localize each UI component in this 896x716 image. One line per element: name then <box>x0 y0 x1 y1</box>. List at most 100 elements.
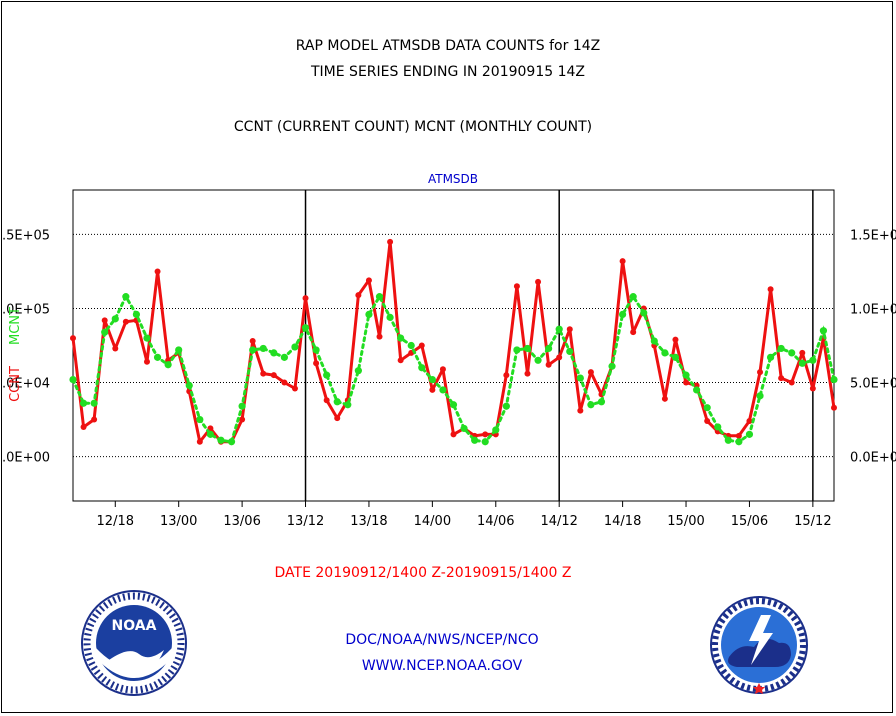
y-left-tick-label-0: .0E+00 <box>2 451 50 466</box>
mcnt-point-68 <box>788 349 796 357</box>
ccnt-point-42 <box>513 283 520 290</box>
ccnt-point-44 <box>535 278 542 285</box>
mcnt-point-27 <box>354 367 362 375</box>
mcnt-point-26 <box>344 401 352 409</box>
mcnt-point-41 <box>502 402 510 410</box>
mcnt-point-39 <box>481 438 489 446</box>
ccnt-point-69 <box>799 349 806 356</box>
ccnt-point-57 <box>672 336 679 343</box>
footer-agency-path: DOC/NOAA/NWS/NCEP/NCO <box>345 632 539 648</box>
ccnt-point-23 <box>313 360 320 367</box>
mcnt-point-34 <box>428 375 436 384</box>
mcnt-point-36 <box>449 401 458 409</box>
ccnt-point-33 <box>418 342 425 349</box>
x-tick-label-1: 13/00 <box>160 514 197 529</box>
ccnt-point-20 <box>281 379 288 386</box>
y-axis-label-ccnt: CCNT <box>8 366 23 402</box>
y-right-tick-label-0: 0.0E+0 <box>850 451 896 466</box>
mcnt-point-18 <box>259 344 267 353</box>
ccnt-point-5 <box>122 318 129 325</box>
ccnt-point-30 <box>387 238 394 245</box>
y-left-tick-label-3: .5E+05 <box>2 228 50 243</box>
ccnt-point-63 <box>735 432 742 439</box>
x-tick-label-6: 14/06 <box>477 514 514 529</box>
ccnt-point-66 <box>767 286 774 293</box>
x-tick-label-11: 15/12 <box>794 514 831 529</box>
mcnt-point-57 <box>671 353 680 361</box>
ccnt-point-68 <box>788 379 795 386</box>
mcnt-point-28 <box>365 310 373 318</box>
y-axis-label-mcnt: MCNT <box>8 307 23 345</box>
mcnt-point-66 <box>766 353 775 361</box>
ccnt-point-0 <box>70 335 76 342</box>
ccnt-point-70 <box>809 385 816 392</box>
ccnt-point-1 <box>80 423 87 430</box>
ccnt-point-56 <box>661 395 668 402</box>
mcnt-point-3 <box>101 328 109 336</box>
mcnt-point-58 <box>682 371 690 379</box>
ccnt-point-49 <box>587 369 594 376</box>
ccnt-point-27 <box>355 292 362 299</box>
mcnt-point-5 <box>122 293 130 301</box>
ccnt-point-4 <box>112 345 119 352</box>
ccnt-point-53 <box>630 329 637 336</box>
mcnt-point-15 <box>227 438 236 446</box>
x-tick-label-3: 13/12 <box>287 514 324 529</box>
ccnt-point-67 <box>778 375 785 382</box>
mcnt-point-25 <box>333 398 341 406</box>
ccnt-point-25 <box>334 415 341 422</box>
mcnt-point-40 <box>492 426 500 434</box>
mcnt-point-71 <box>819 327 828 335</box>
ccnt-point-16 <box>239 416 246 423</box>
ccnt-point-60 <box>704 418 711 425</box>
ccnt-point-22 <box>302 295 309 302</box>
national-weather-service-logo <box>710 596 808 694</box>
chart-marks <box>69 238 838 446</box>
ccnt-point-64 <box>746 418 753 425</box>
x-tick-label-7: 14/12 <box>540 514 577 529</box>
chart-title-line-2: TIME SERIES ENDING IN 20190915 14Z <box>311 64 585 80</box>
mcnt-point-8 <box>153 353 162 361</box>
footer-website[interactable]: WWW.NCEP.NOAA.GOV <box>361 658 523 674</box>
mcnt-point-47 <box>566 347 574 356</box>
mcnt-point-4 <box>111 315 119 323</box>
ccnt-point-21 <box>291 385 298 392</box>
mcnt-point-17 <box>249 346 257 354</box>
mcnt-point-21 <box>291 343 299 351</box>
mcnt-point-10 <box>175 346 183 354</box>
series-line-ccnt <box>71 240 836 444</box>
mcnt-point-52 <box>619 310 627 318</box>
mcnt-point-50 <box>597 398 606 406</box>
ccnt-point-17 <box>249 338 256 345</box>
y-right-tick-label-1: 5.0E+0 <box>850 377 896 392</box>
x-tick-label-2: 13/06 <box>223 514 260 529</box>
chart-subtitle: CCNT (CURRENT COUNT) MCNT (MONTHLY COUNT… <box>233 119 593 135</box>
mcnt-point-9 <box>164 361 172 369</box>
ccnt-point-18 <box>260 370 267 377</box>
mcnt-point-43 <box>523 344 532 353</box>
mcnt-point-6 <box>132 310 141 318</box>
ccnt-point-48 <box>577 407 584 414</box>
ccnt-point-29 <box>376 333 383 340</box>
ccnt-point-24 <box>323 397 330 404</box>
mcnt-point-45 <box>545 344 553 353</box>
mcnt-point-0 <box>69 375 77 384</box>
ccnt-point-12 <box>196 438 203 445</box>
mcnt-point-48 <box>576 374 584 382</box>
ccnt-point-35 <box>439 366 446 373</box>
ccnt-point-3 <box>101 317 108 324</box>
mcnt-point-31 <box>397 334 405 342</box>
mcnt-point-61 <box>714 423 722 431</box>
mcnt-point-24 <box>323 371 331 379</box>
mcnt-point-53 <box>629 293 637 301</box>
x-tick-label-9: 15/00 <box>667 514 704 529</box>
x-tick-label-10: 15/06 <box>731 514 768 529</box>
ccnt-point-43 <box>524 370 531 377</box>
mcnt-point-49 <box>587 401 595 409</box>
mcnt-point-38 <box>471 436 479 444</box>
mcnt-point-42 <box>513 346 521 354</box>
mcnt-point-1 <box>79 399 88 407</box>
ccnt-point-45 <box>545 361 552 368</box>
x-tick-label-5: 14/00 <box>414 514 451 529</box>
